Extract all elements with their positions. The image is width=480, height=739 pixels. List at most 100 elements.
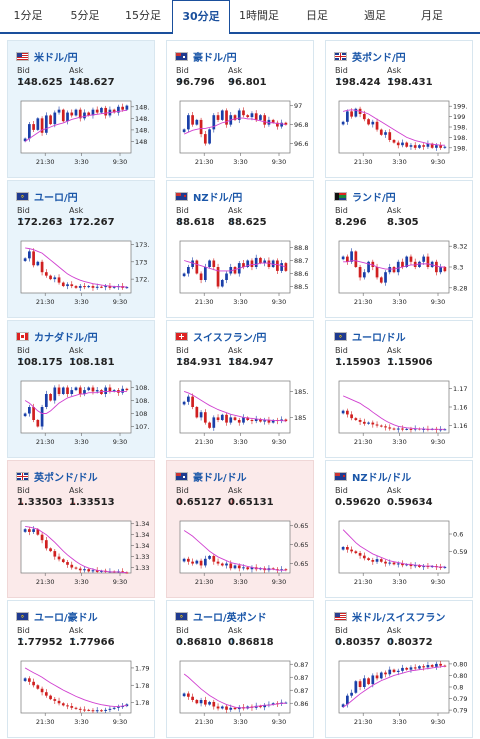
currency-card[interactable]: ユーロ/ドルBidAsk↑1.15903↑1.159061.171.1651.1… (325, 320, 473, 458)
tab-8[interactable]: 月足 (421, 9, 443, 22)
price-chart[interactable]: 173.5 173 172.5 21:30 3:30 9:30 (15, 237, 149, 313)
candle-body (271, 703, 275, 705)
candle-body (57, 556, 61, 560)
pair-title[interactable]: スイスフラン/円 (175, 329, 267, 344)
pair-title[interactable]: ユーロ/ドル (334, 329, 406, 344)
plot-area (338, 380, 450, 434)
pair-name[interactable]: 米ドル/スイスフラン (352, 612, 446, 624)
pair-title[interactable]: NZドル/円 (175, 189, 243, 204)
currency-card[interactable]: ユーロ/豪ドルBidAsk↑1.77952↑1.779661.791.7851.… (7, 600, 155, 738)
price-chart[interactable]: 88.8 88.7 88.6 88.5 21:30 3:30 9:30 (174, 237, 308, 313)
pair-name[interactable]: スイスフラン/円 (193, 332, 267, 344)
pair-title[interactable]: 英ポンド/円 (334, 49, 406, 64)
candlestick-chart: 0.804 0.802 0.8 0.798 0.796 21:30 3:30 9:30 (338, 660, 467, 726)
us-jp-flag-icon (16, 51, 29, 61)
currency-card[interactable]: ユーロ/英ポンドBidAsk↑0.86810↑0.868180.8740.872… (166, 600, 314, 738)
candle-body (28, 678, 31, 682)
y-tick-label: 0.796 (453, 707, 467, 715)
pair-name[interactable]: NZドル/円 (193, 192, 243, 204)
price-chart[interactable]: 199.2 199 198.8 198.6 198.4 21:30 3:30 9:30 (333, 97, 467, 173)
currency-card[interactable]: 米ドル/スイスフランBidAsk↑0.80357↑0.803720.8040.8… (325, 600, 473, 738)
plot-area (20, 240, 132, 294)
pair-title[interactable]: 英ポンド/ドル (16, 469, 98, 484)
tab-4[interactable]: 30分足 (172, 0, 230, 34)
pair-title[interactable]: ランド/円 (334, 189, 396, 204)
tab-6[interactable]: 日足 (306, 9, 328, 22)
tab-5[interactable]: 1時間足 (239, 9, 279, 22)
price-chart[interactable]: 0.874 0.872 0.87 0.868 21:30 3:30 9:30 (174, 657, 308, 733)
candle-body (267, 260, 271, 267)
candle-body (40, 261, 44, 273)
pair-title[interactable]: 米ドル/円 (16, 49, 78, 64)
pair-name[interactable]: ユーロ/円 (34, 192, 78, 204)
pair-name[interactable]: ランド/円 (352, 192, 396, 204)
candle-body (216, 267, 220, 287)
tab-2[interactable]: 5分足 (70, 9, 100, 22)
moving-average-line (342, 395, 445, 430)
pair-title[interactable]: カナダドル/円 (16, 329, 98, 344)
currency-card[interactable]: カナダドル/円BidAsk↑108.175↑108.181108.2108.11… (7, 320, 155, 458)
price-chart[interactable]: 148.6 148.4 148.2 148 21:30 3:30 9:30 (15, 97, 149, 173)
currency-card[interactable]: 英ポンド/円BidAsk↑198.424↑198.431199.2199198.… (325, 40, 473, 178)
pair-name[interactable]: ユーロ/ドル (352, 332, 406, 344)
price-chart[interactable]: 0.6 0.598 21:30 3:30 9:30 (333, 517, 467, 593)
pair-name[interactable]: 英ポンド/ドル (34, 472, 98, 484)
pair-name[interactable]: NZドル/ドル (352, 472, 412, 484)
price-chart[interactable]: 1.17 1.165 1.16 21:30 3:30 9:30 (333, 377, 467, 453)
price-chart[interactable]: 1.79 1.785 1.78 21:30 3:30 9:30 (15, 657, 149, 733)
price-chart[interactable]: 97 96.8 96.6 21:30 3:30 9:30 (174, 97, 308, 173)
pair-name[interactable]: カナダドル/円 (34, 332, 98, 344)
ask-price: 0.59634 (387, 497, 433, 508)
currency-card[interactable]: 豪ドル/円 Bid Ask ↑ 96.796 ↑ 96.801 97 96.8 96.6 21:30… (166, 40, 314, 178)
timeframe-tabs: 1分足 5分足 15分足 30分足 1時間足 日足 週足 月足 (0, 0, 480, 34)
tab-3[interactable]: 15分足 (125, 9, 161, 22)
x-tick-label: 3:30 (392, 438, 407, 446)
price-chart[interactable]: 8.32 8.3 8.28 21:30 3:30 9:30 (333, 237, 467, 313)
pair-name[interactable]: ユーロ/豪ドル (34, 612, 98, 624)
pair-name[interactable]: 英ポンド/円 (352, 52, 406, 64)
ask-price: 148.627 (69, 77, 115, 88)
candle-body (362, 272, 366, 278)
currency-card[interactable]: 豪ドル/ドルBidAsk↓0.65127↓0.651310.6560.6540.… (166, 460, 314, 598)
x-tick-label: 21:30 (354, 578, 373, 586)
candle-body (384, 132, 387, 135)
candle-body (250, 567, 254, 570)
candle-body (78, 109, 82, 119)
candle-body (61, 109, 65, 122)
ask-price: 96.801 (228, 77, 267, 88)
pair-title[interactable]: ユーロ/英ポンド (175, 609, 267, 624)
pair-name[interactable]: ユーロ/英ポンド (193, 612, 267, 624)
currency-card[interactable]: ランド/円 Bid Ask 8.296 8.305 8.32 8.3 8.28 21:30 3:3… (325, 180, 473, 318)
currency-card[interactable]: スイスフラン/円BidAsk↑184.931↑184.947185.518521… (166, 320, 314, 458)
candle-body (28, 529, 31, 532)
moving-average-line (183, 673, 286, 709)
currency-card[interactable]: 英ポンド/ドルBidAsk↓1.33503↓1.335131.3441.3421… (7, 460, 155, 598)
candle-body (125, 572, 129, 574)
x-tick-label: 9:30 (431, 158, 446, 166)
tab-7[interactable]: 週足 (364, 9, 386, 22)
pair-title[interactable]: ユーロ/豪ドル (16, 609, 98, 624)
pair-title[interactable]: 豪ドル/円 (175, 49, 237, 64)
currency-card[interactable]: 米ドル/円BidAsk↑148.625↑148.627148.6148.4148… (7, 40, 155, 178)
price-chart[interactable]: 0.804 0.802 0.8 0.798 0.796 21:30 3:30 9:30 (333, 657, 467, 733)
price-chart[interactable]: 0.656 0.654 0.652 21:30 3:30 9:30 (174, 517, 308, 593)
pair-title[interactable]: 米ドル/スイスフラン (334, 609, 446, 624)
pair-title[interactable]: ユーロ/円 (16, 189, 78, 204)
x-tick-label: 9:30 (113, 158, 128, 166)
pair-title[interactable]: NZドル/ドル (334, 469, 412, 484)
currency-card[interactable]: ユーロ/円BidAsk↑172.263↑172.267173.5173172.5… (7, 180, 155, 318)
pair-name[interactable]: 米ドル/円 (34, 52, 78, 64)
price-chart[interactable]: 185.5 185 21:30 3:30 9:30 (174, 377, 308, 453)
currency-card[interactable]: NZドル/円 Bid Ask ↑ 88.618 ↑ 88.625 88.8 88.7 88.6 88… (166, 180, 314, 318)
candle-body (208, 129, 211, 144)
eu-jp-flag-icon (16, 191, 29, 201)
bid-label: Bid (335, 486, 348, 495)
currency-card[interactable]: NZドル/ドル Bid Ask 0.59620 0.59634 0.6 0.598 21:30… (325, 460, 473, 598)
price-chart[interactable]: 1.344 1.342 1.34 1.338 1.336 21:30 3:30 9:30 (15, 517, 149, 593)
y-tick-label: 0.874 (294, 661, 308, 669)
pair-name[interactable]: 豪ドル/円 (193, 52, 237, 64)
price-chart[interactable]: 108.2 108.1 108 107.9 21:30 3:30 9:30 (15, 377, 149, 453)
tab-1[interactable]: 1分足 (13, 9, 43, 22)
pair-name[interactable]: 豪ドル/ドル (193, 472, 247, 484)
pair-title[interactable]: 豪ドル/ドル (175, 469, 247, 484)
